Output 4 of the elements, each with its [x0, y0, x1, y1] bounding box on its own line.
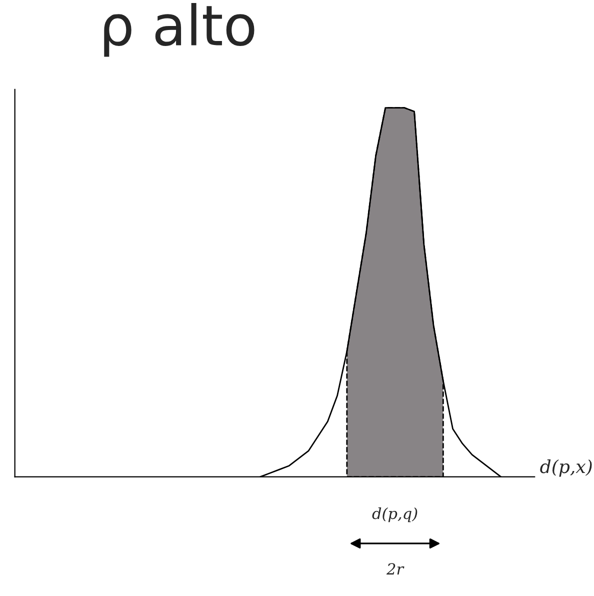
text: d(p,q)	[372, 507, 418, 522]
text: 2r	[386, 563, 404, 575]
x-axis-title: d(p,x)	[540, 459, 592, 477]
chart-title: ρ alto	[104, 2, 254, 57]
